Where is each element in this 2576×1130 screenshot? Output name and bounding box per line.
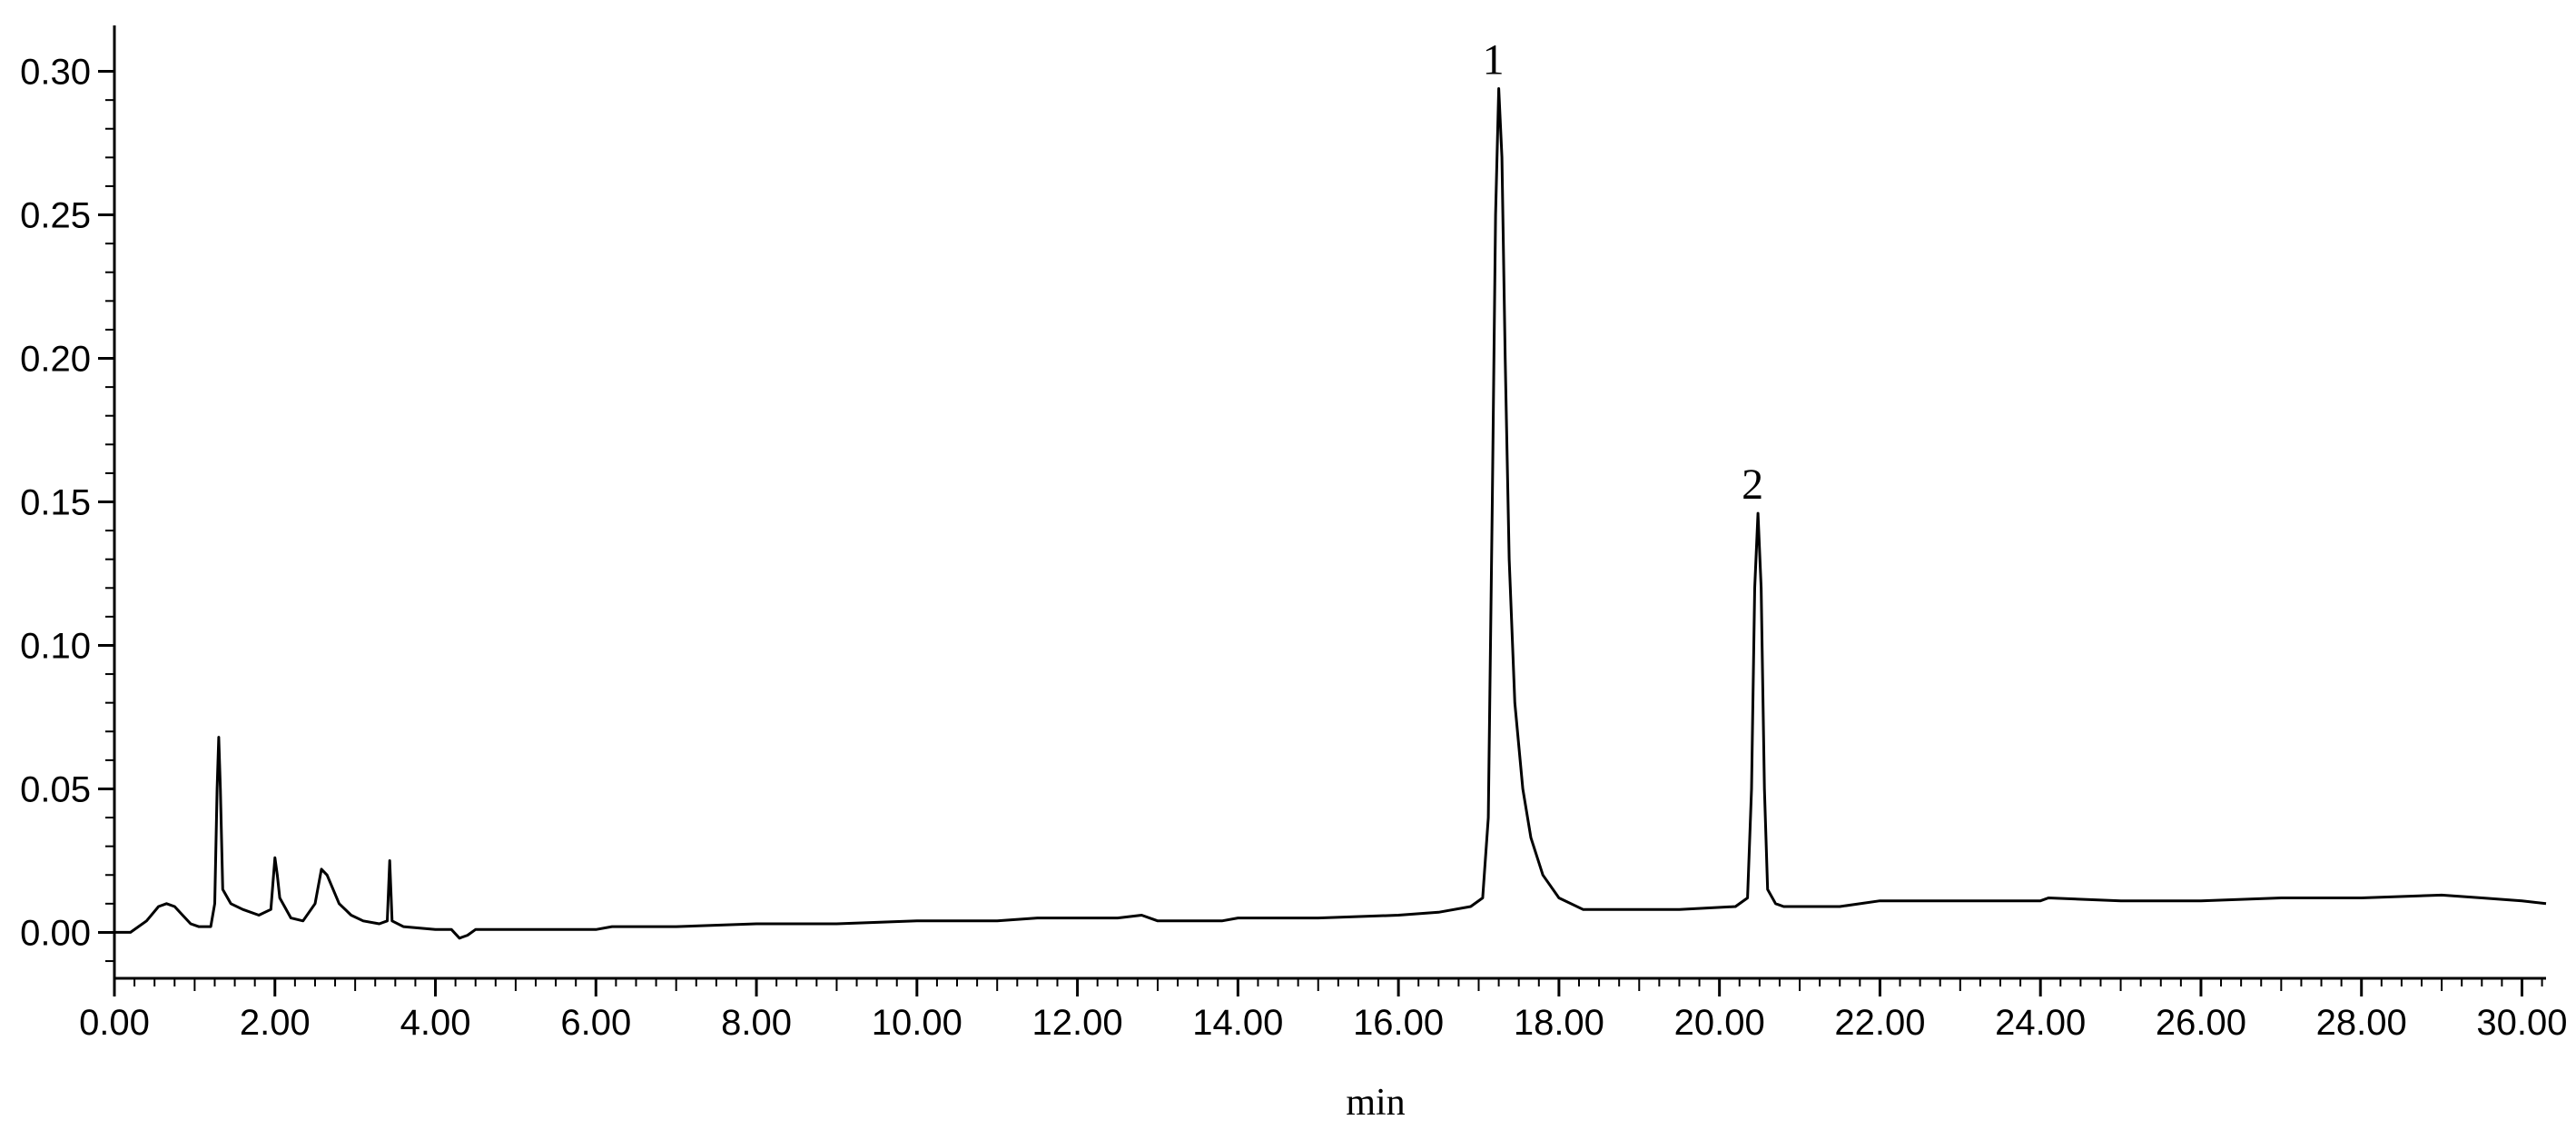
x-tick-label: 16.00: [1353, 1003, 1444, 1043]
x-axis-ticks: 0.00 2.00 4.00 6.00 8.00 10.00 12.00 14.00 16.00…: [79, 978, 2568, 1043]
y-axis-ticks: 0.00 0.05 0.10 0.15 0.20 0.25 0.30: [20, 53, 114, 963]
y-tick-label: 0.20: [20, 340, 91, 380]
y-tick-label: 0.00: [20, 913, 91, 953]
x-tick-label: 4.00: [400, 1003, 471, 1043]
series-line: [114, 87, 2547, 940]
x-tick-label: 8.00: [721, 1003, 792, 1043]
x-axis-title: min: [1346, 1082, 1405, 1124]
x-tick-label: 22.00: [1834, 1003, 1925, 1043]
x-tick-label: 6.00: [560, 1003, 631, 1043]
y-tick-label: 0.10: [20, 626, 91, 666]
y-tick-label: 0.25: [20, 196, 91, 236]
y-tick-label: 0.05: [20, 769, 91, 809]
x-tick-label: 20.00: [1674, 1003, 1765, 1043]
y-tick-label: 0.30: [20, 53, 91, 93]
x-tick-label: 0.00: [79, 1003, 150, 1043]
x-tick-label: 10.00: [872, 1003, 962, 1043]
peak-annotations: 12: [1483, 36, 1763, 510]
x-tick-label: 12.00: [1032, 1003, 1123, 1043]
x-tick-label: 18.00: [1514, 1003, 1604, 1043]
peak-label: 2: [1742, 461, 1763, 509]
x-tick-label: 24.00: [1995, 1003, 2086, 1043]
axes: [113, 25, 2546, 980]
x-tick-label: 28.00: [2316, 1003, 2407, 1043]
y-tick-label: 0.15: [20, 483, 91, 523]
x-tick-label: 30.00: [2476, 1003, 2567, 1043]
x-tick-label: 2.00: [240, 1003, 311, 1043]
x-tick-label: 14.00: [1192, 1003, 1283, 1043]
x-tick-label: 26.00: [2156, 1003, 2246, 1043]
peak-label: 1: [1483, 36, 1505, 84]
